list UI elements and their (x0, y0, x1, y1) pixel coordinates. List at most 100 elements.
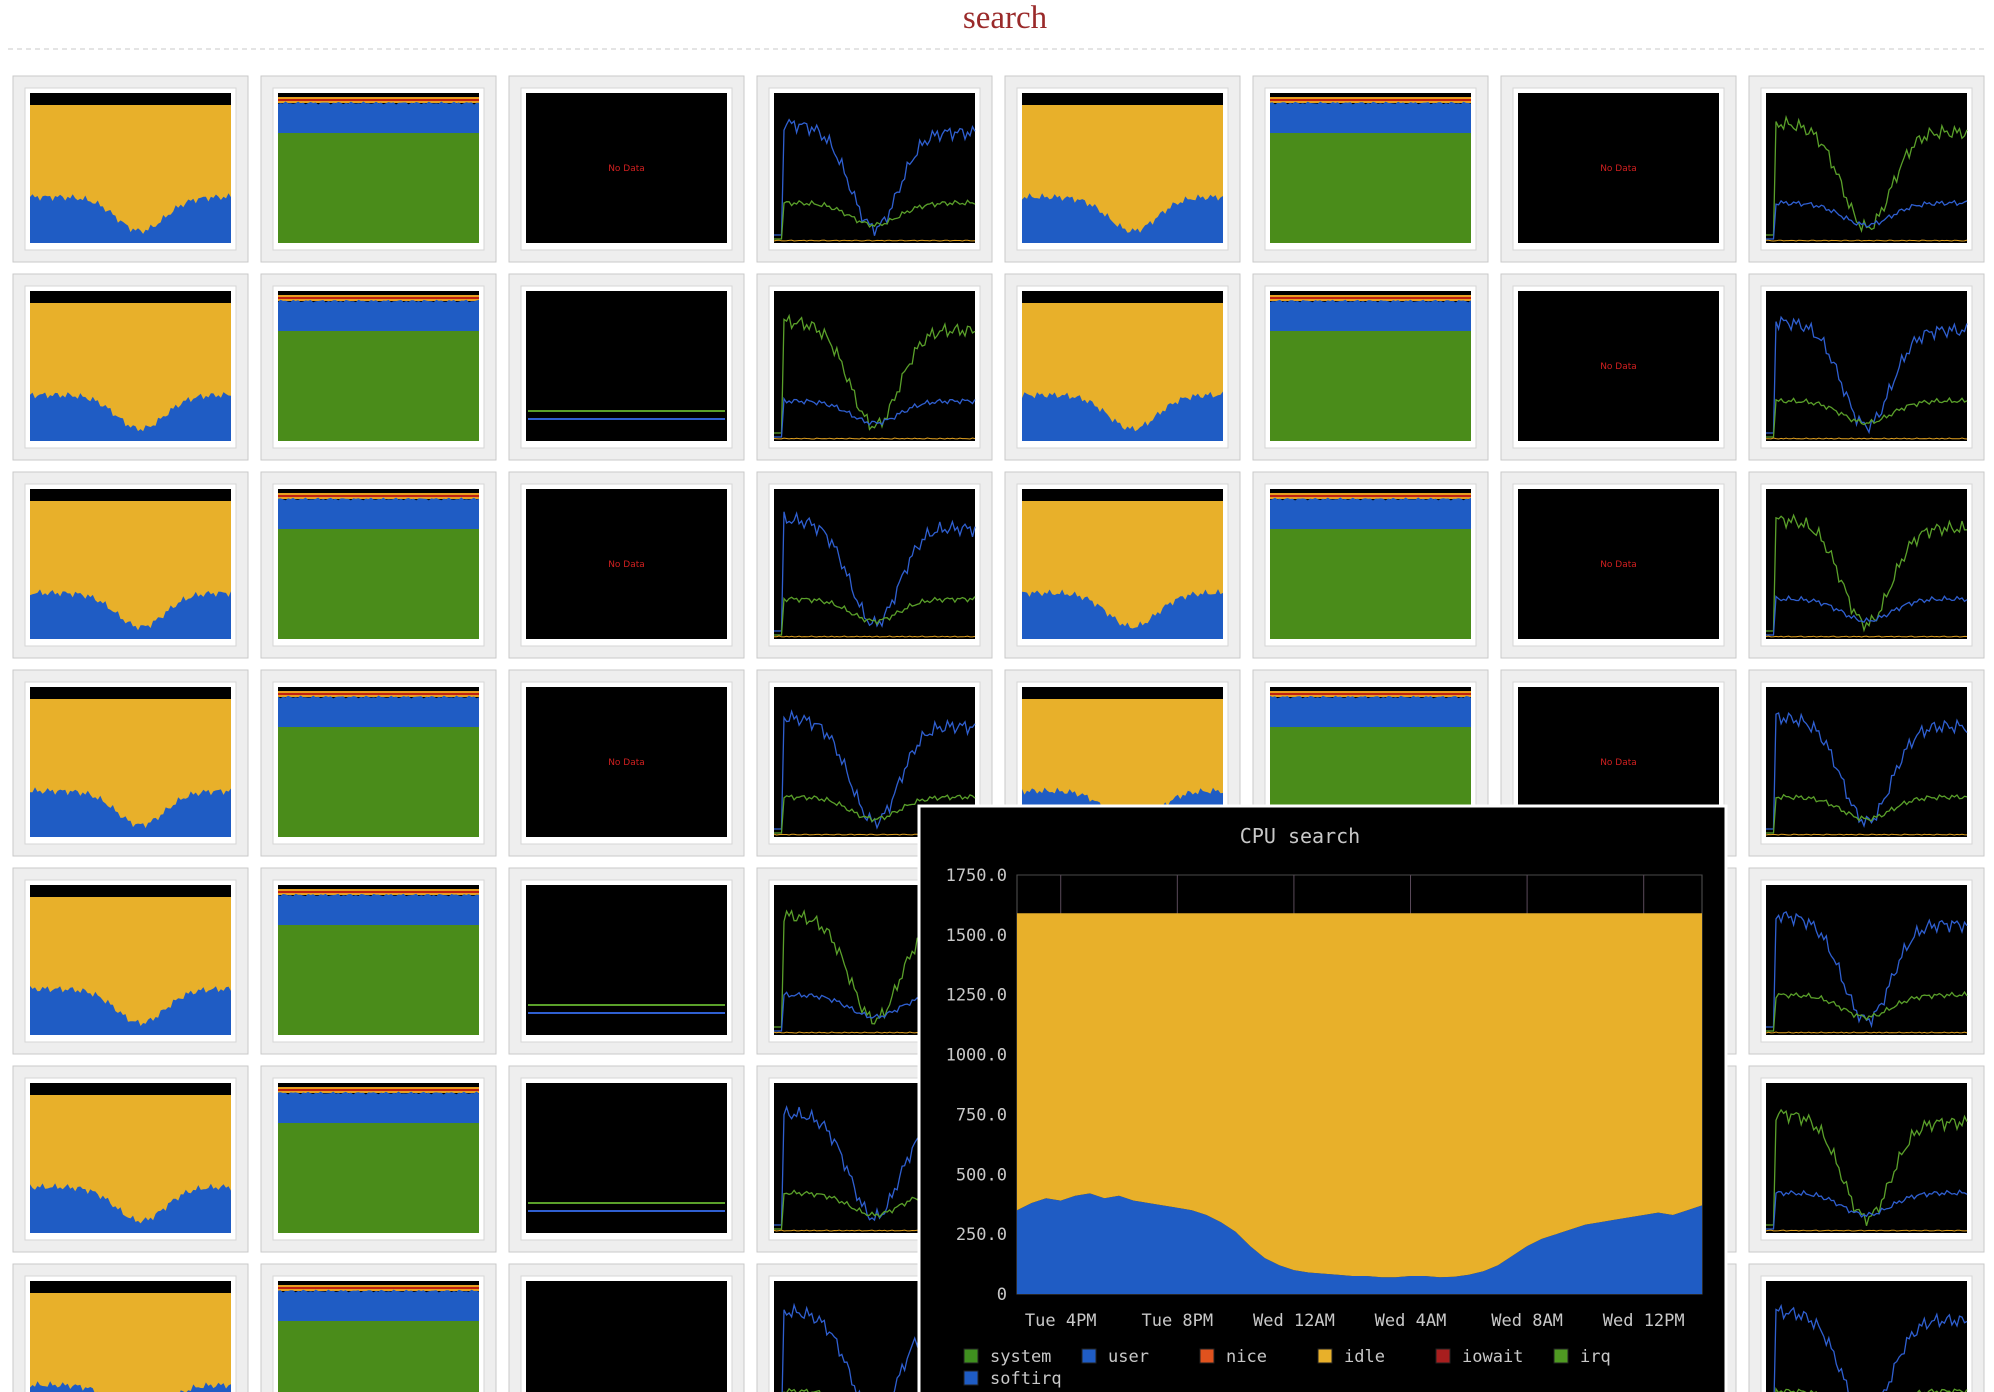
thumbnail-area (278, 133, 479, 243)
popup-title: CPU search (1240, 824, 1360, 848)
thumbnail-area (278, 331, 479, 441)
thumbnail-area (30, 787, 231, 837)
thumbnail-line (1765, 833, 1968, 836)
legend-swatch (1317, 1348, 1333, 1364)
thumbnail-area (278, 693, 479, 695)
thumbnail-area (30, 1381, 231, 1392)
thumbnail-line (1765, 635, 1968, 638)
y-tick-label: 1000.0 (946, 1046, 1007, 1066)
thumbnail-area (1270, 133, 1471, 243)
thumbnail-plot (526, 1083, 727, 1233)
thumbnail-area (1270, 297, 1471, 299)
legend-label: softirq (990, 1369, 1062, 1389)
x-tick-label: Wed 12AM (1253, 1311, 1335, 1331)
thumbnail-plot (526, 1281, 727, 1392)
page-title: search (963, 0, 1048, 36)
thumbnail-line (1766, 513, 1967, 633)
thumbnail-line (1766, 1108, 1968, 1226)
thumbnail-area (278, 1287, 479, 1289)
thumbnail-area (278, 925, 479, 1035)
no-data-label: No Data (1600, 164, 1637, 174)
thumbnail-line (774, 794, 976, 834)
thumbnail-area (1270, 99, 1471, 101)
thumbnail-plot (1766, 1083, 1967, 1233)
thumbnail-area (30, 392, 231, 441)
thumbnail-line (1766, 990, 1968, 1032)
legend-label: system (990, 1347, 1051, 1367)
thumbnail-plot (526, 489, 727, 639)
no-data-label: No Data (1600, 362, 1637, 372)
thumbnail-line (774, 313, 976, 434)
x-tick-label: Tue 4PM (1025, 1311, 1097, 1331)
thumbnail-area (278, 495, 479, 497)
thumbnail-line (1766, 315, 1968, 435)
legend-swatch (1553, 1348, 1569, 1364)
y-tick-label: 1750.0 (946, 866, 1007, 886)
thumbnail-line (1766, 595, 1968, 636)
y-tick-label: 1500.0 (946, 926, 1007, 946)
y-tick-label: 500.0 (956, 1165, 1007, 1185)
legend-label: iowait (1462, 1347, 1523, 1367)
x-tick-label: Tue 8PM (1141, 1311, 1213, 1331)
legend-label: irq (1580, 1347, 1611, 1367)
thumbnail-area (278, 529, 479, 639)
area (1017, 1193, 1702, 1294)
y-tick-label: 750.0 (956, 1105, 1007, 1125)
thumbnail-plot (1766, 93, 1967, 243)
thumbnail-area (278, 891, 479, 893)
thumbnail-area (1022, 391, 1223, 441)
thumbnail-plot (774, 291, 975, 441)
thumbnail-line (774, 118, 976, 236)
thumbnail-area (30, 985, 231, 1035)
thumbnail-area (1270, 529, 1471, 639)
thumbnail-line (1766, 437, 1968, 440)
thumbnail-line (1766, 199, 1968, 240)
legend-label: nice (1226, 1347, 1267, 1367)
thumbnail-area (278, 99, 479, 101)
legend-swatch (1199, 1348, 1215, 1364)
thumbnail-area (278, 1089, 479, 1091)
legend-swatch (1081, 1348, 1097, 1364)
y-tick-label: 250.0 (956, 1225, 1007, 1245)
thumbnail-line (773, 437, 976, 440)
thumbnail-area (1022, 589, 1223, 639)
thumbnail-area (30, 1183, 231, 1233)
thumbnail-area (30, 193, 231, 243)
thumbnail-plot (1766, 1281, 1967, 1392)
thumbnail-plot (774, 93, 975, 243)
no-data-label: No Data (1600, 560, 1637, 570)
no-data-label: No Data (608, 758, 645, 768)
thumbnail-line (783, 1387, 976, 1392)
legend-label: user (1108, 1347, 1149, 1367)
thumbnail-plot (1766, 291, 1967, 441)
thumbnail-plot (526, 291, 727, 441)
area (1017, 913, 1702, 1278)
thumbnail-plot (1766, 489, 1967, 639)
no-data-label: No Data (608, 560, 645, 570)
thumbnail-line (773, 239, 976, 242)
thumbnail-area (278, 1321, 479, 1392)
thumbnail-line (1765, 239, 1968, 242)
thumbnail-area (30, 1293, 231, 1392)
thumbnail-area (1270, 693, 1471, 695)
thumbnail-line (774, 596, 976, 636)
thumbnail-area (278, 727, 479, 837)
thumbnail-line (774, 511, 976, 632)
thumbnail-area (278, 1123, 479, 1233)
legend-label: idle (1344, 1347, 1385, 1367)
thumbnail-area (30, 589, 231, 639)
thumbnail-area (278, 297, 479, 299)
thumbnail-plot (1766, 885, 1967, 1035)
thumbnail-area (1022, 193, 1223, 243)
no-data-label: No Data (1600, 758, 1637, 768)
thumbnail-plot (1766, 687, 1967, 837)
thumbnail-plot (526, 687, 727, 837)
thumbnail-line (1766, 1189, 1968, 1230)
y-tick-label: 1250.0 (946, 986, 1007, 1006)
y-tick-label: 0 (997, 1285, 1007, 1305)
thumbnail-line (1766, 793, 1968, 834)
legend-swatch (963, 1370, 979, 1386)
thumbnail-line (774, 199, 976, 240)
x-tick-label: Wed 4AM (1375, 1311, 1447, 1331)
